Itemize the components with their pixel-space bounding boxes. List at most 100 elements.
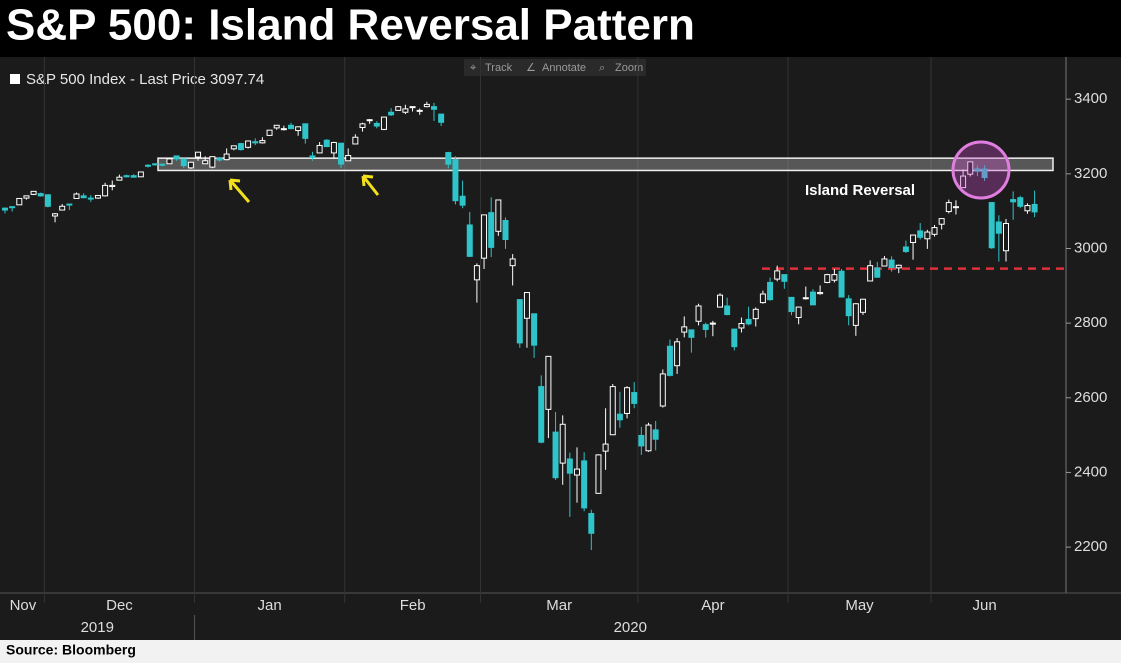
candle-body — [237, 143, 244, 151]
candle-body — [674, 341, 681, 367]
candle-body — [588, 512, 595, 534]
year-label: 2019 — [81, 619, 114, 636]
x-tick-label: Feb — [400, 597, 426, 614]
candle-body — [452, 159, 459, 202]
candle-body — [645, 424, 652, 452]
candle-body — [502, 219, 509, 241]
annotate-label[interactable]: Annotate — [542, 62, 586, 74]
candle-body — [66, 203, 73, 206]
candle-body — [624, 387, 631, 414]
y-tick-label: 2600 — [1074, 389, 1107, 406]
candle-body — [59, 205, 66, 211]
candle-body — [102, 184, 109, 197]
candle-body — [788, 296, 795, 313]
candle-body — [223, 153, 230, 161]
candle-body — [767, 281, 774, 301]
candle-body — [359, 123, 366, 129]
candle-body — [752, 308, 759, 320]
candle-body — [652, 429, 659, 440]
candle-body — [495, 199, 502, 232]
candle-body — [352, 136, 359, 145]
candle-body — [202, 160, 209, 165]
x-tick-label: Nov — [10, 597, 37, 614]
x-tick-label: May — [845, 597, 874, 614]
candle-body — [666, 345, 673, 376]
candle-body — [137, 171, 144, 178]
candle-body — [1003, 222, 1009, 252]
x-tick-label: Dec — [106, 597, 133, 614]
plot-background — [0, 57, 1121, 640]
candle-body — [552, 431, 559, 479]
candle-body — [595, 454, 602, 494]
y-tick-label: 3200 — [1074, 165, 1107, 182]
candle-body — [259, 140, 266, 144]
candle-body — [373, 122, 380, 127]
y-tick-label: 2200 — [1074, 538, 1107, 555]
candle-body — [824, 274, 831, 283]
candle-body — [852, 303, 859, 326]
source: Source: Bloomberg — [6, 642, 136, 658]
candle-body — [888, 259, 895, 269]
candle-body — [209, 156, 216, 168]
candle-body — [838, 270, 845, 298]
track-label[interactable]: Track — [485, 62, 513, 74]
x-tick-label: Jan — [258, 597, 282, 614]
candle-body — [9, 206, 16, 209]
candle-body — [759, 293, 766, 304]
candle-body — [145, 164, 151, 167]
candle-body — [988, 202, 995, 249]
candle-body — [409, 106, 416, 109]
candle-body — [109, 184, 116, 188]
toolbar-bg — [464, 59, 646, 76]
candle-body — [445, 152, 452, 165]
y-tick-label: 2800 — [1074, 314, 1107, 331]
candle-body — [2, 207, 8, 211]
candle-body — [717, 294, 723, 308]
candle-body — [380, 116, 387, 130]
y-tick-label: 3000 — [1074, 239, 1107, 256]
candle-body — [809, 291, 816, 306]
candle-body — [938, 218, 945, 225]
candle-body — [631, 392, 638, 404]
candle-body — [280, 128, 287, 131]
candle-body — [559, 423, 566, 464]
candle-body — [94, 194, 101, 199]
candle-body — [473, 265, 480, 281]
track-button[interactable]: ⌖ Track — [470, 62, 513, 74]
legend-swatch — [10, 74, 20, 84]
candle-body — [774, 270, 781, 280]
candle-body — [123, 175, 130, 178]
candle-body — [681, 326, 688, 333]
candle-body — [745, 318, 752, 325]
candle-body — [273, 124, 280, 129]
resistance-band — [157, 157, 1054, 172]
candle-body — [874, 267, 881, 278]
annotate-button[interactable]: ∠ Annotate — [526, 62, 586, 74]
candle-body — [87, 197, 94, 200]
candle-body — [659, 373, 666, 407]
candle-body — [187, 161, 194, 169]
candle-body — [960, 175, 967, 189]
candle-body — [895, 264, 902, 269]
candle-body — [230, 145, 237, 150]
zoom-label[interactable]: Zoom — [615, 62, 643, 74]
candle-body — [724, 305, 731, 316]
candle-body — [688, 329, 695, 338]
zoom-button[interactable]: ⌕ Zoom — [599, 62, 643, 74]
candle-body — [731, 328, 738, 348]
y-tick-label: 2400 — [1074, 463, 1107, 480]
track-icon: ⌖ — [470, 62, 476, 74]
candle-body — [366, 119, 373, 122]
x-tick-label: Mar — [546, 597, 572, 614]
candle-body — [295, 126, 302, 132]
candle-body — [709, 322, 716, 325]
candle-body — [266, 129, 273, 136]
candle-body — [330, 141, 337, 154]
title-bar — [0, 0, 1121, 57]
candle-body — [831, 274, 838, 281]
candle-body — [431, 106, 437, 110]
candle-body — [195, 151, 202, 158]
candle-body — [116, 176, 123, 181]
candle-body — [1010, 199, 1017, 203]
